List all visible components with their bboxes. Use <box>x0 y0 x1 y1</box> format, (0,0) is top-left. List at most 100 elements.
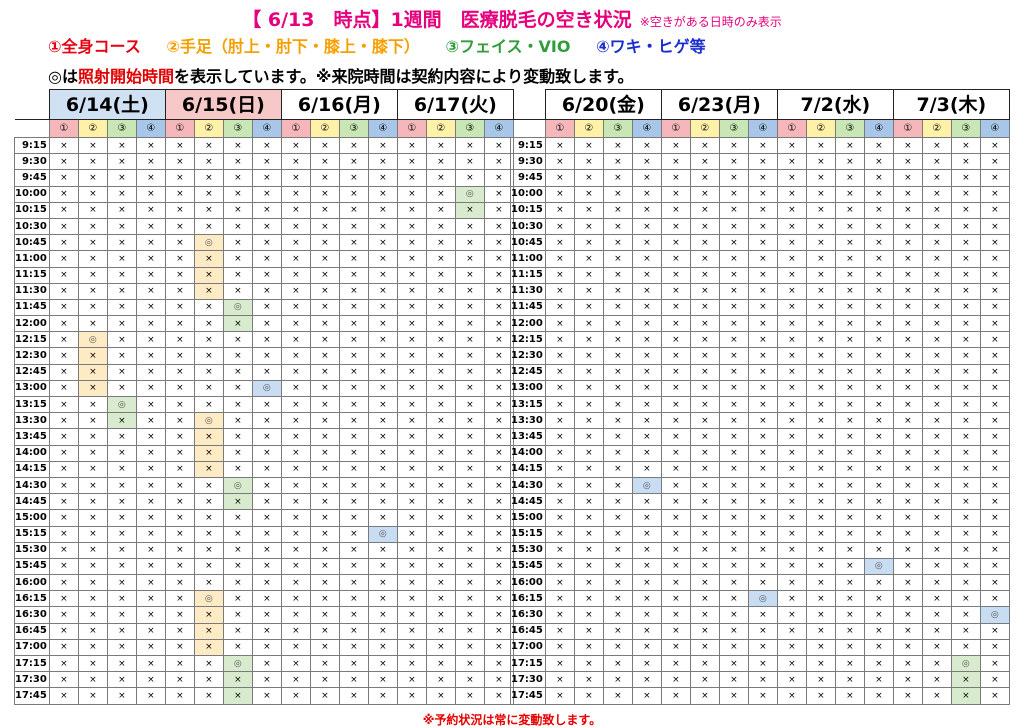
unavailable-slot: × <box>805 315 836 333</box>
unavailable-slot: × <box>280 412 311 430</box>
unavailable-slot: × <box>950 622 981 640</box>
available-slot[interactable]: ◎ <box>367 525 398 543</box>
unavailable-slot: × <box>892 234 923 252</box>
time-label: 10:15 <box>510 201 546 219</box>
available-slot[interactable]: ◎ <box>950 654 981 673</box>
unavailable-slot: × <box>979 687 1010 705</box>
unavailable-slot: × <box>631 574 662 592</box>
time-label: 12:45 <box>510 363 546 381</box>
unavailable-slot: × <box>106 687 137 705</box>
unavailable-slot: × <box>979 638 1010 657</box>
unavailable-slot: × <box>425 234 456 252</box>
unavailable-slot: × <box>309 412 340 430</box>
unavailable-slot: × <box>805 654 836 673</box>
unavailable-slot: × <box>863 282 894 300</box>
time-label: 11:15 <box>14 266 50 284</box>
time-row: 15:30 × × × × × × × × × × × × × × × × <box>14 541 514 559</box>
unavailable-slot: × <box>251 412 282 430</box>
unavailable-slot: × <box>367 379 398 398</box>
unavailable-slot: × <box>834 574 865 592</box>
time-label: 15:45 <box>510 557 546 576</box>
unavailable-slot: × <box>251 509 282 527</box>
unavailable-slot: × <box>454 234 485 252</box>
unavailable-slot: × <box>834 557 865 576</box>
unavailable-slot: × <box>309 315 340 333</box>
unavailable-slot: × <box>863 169 894 187</box>
unavailable-slot: × <box>251 557 282 576</box>
unavailable-slot: × <box>193 136 224 155</box>
unavailable-slot: × <box>367 574 398 592</box>
unavailable-slot: × <box>135 444 166 462</box>
time-row: 10:00 × × × × × × × × × × × × × × × × <box>510 185 1010 203</box>
unavailable-slot: × <box>747 606 778 624</box>
unavailable-slot: × <box>135 217 166 236</box>
available-slot[interactable]: ◎ <box>193 412 224 430</box>
available-slot[interactable]: ◎ <box>222 298 253 317</box>
unavailable-slot: × <box>425 622 456 640</box>
unavailable-slot: × <box>776 266 807 284</box>
available-slot[interactable]: ◎ <box>77 331 108 349</box>
unavailable-slot: × <box>222 428 253 446</box>
unavailable-slot: × <box>602 638 633 657</box>
unavailable-slot: × <box>483 638 514 657</box>
time-label: 13:15 <box>510 395 546 414</box>
unavailable-slot: × <box>309 169 340 187</box>
unavailable-slot: × <box>193 541 224 559</box>
unavailable-slot: × <box>631 201 662 219</box>
unavailable-slot: × <box>367 622 398 640</box>
course-header: ④ <box>483 119 514 138</box>
available-slot[interactable]: ◎ <box>454 185 485 203</box>
unavailable-slot: × <box>573 298 604 317</box>
unavailable-slot: × <box>135 687 166 705</box>
available-slot[interactable]: ◎ <box>747 590 778 608</box>
unavailable-slot: × <box>805 412 836 430</box>
unavailable-slot: × <box>979 590 1010 608</box>
unavailable-slot: × <box>979 185 1010 203</box>
unavailable-slot: × <box>222 541 253 559</box>
unavailable-slot: × <box>106 234 137 252</box>
available-slot[interactable]: ◎ <box>631 476 662 495</box>
unavailable-slot: × <box>164 460 195 478</box>
unavailable-slot: × <box>77 541 108 559</box>
unavailable-slot: × <box>135 298 166 317</box>
available-slot[interactable]: ◎ <box>222 476 253 495</box>
unavailable-slot: × <box>631 622 662 640</box>
unavailable-slot: × <box>718 395 749 414</box>
available-slot[interactable]: ◎ <box>106 395 137 414</box>
unavailable-slot: × <box>863 606 894 624</box>
unavailable-slot: × <box>718 606 749 624</box>
unavailable-slot: × <box>805 266 836 284</box>
unavailable-slot: × <box>77 444 108 462</box>
available-slot[interactable]: ◎ <box>193 234 224 252</box>
unavailable-slot: × <box>222 201 253 219</box>
unavailable-slot: × <box>222 153 253 171</box>
unavailable-slot: × <box>573 379 604 398</box>
unavailable-slot: × <box>834 622 865 640</box>
available-slot[interactable]: ◎ <box>251 379 282 398</box>
unavailable-slot: × <box>193 493 224 511</box>
available-slot[interactable]: ◎ <box>222 654 253 673</box>
unavailable-slot: × <box>689 266 720 284</box>
time-label: 17:45 <box>14 687 50 705</box>
unavailable-slot: × <box>863 541 894 559</box>
corner-cell <box>14 89 50 120</box>
time-label: 9:15 <box>510 136 546 155</box>
unavailable-slot: × <box>135 541 166 559</box>
unavailable-slot: × <box>135 331 166 349</box>
unavailable-slot: × <box>135 574 166 592</box>
unavailable-slot: × <box>48 395 79 414</box>
available-slot[interactable]: ◎ <box>979 606 1010 624</box>
unavailable-slot: × <box>602 185 633 203</box>
unavailable-slot: × <box>454 315 485 333</box>
unavailable-slot: × <box>921 153 952 171</box>
time-row: 12:15 × ◎ × × × × × × × × × × × × × × <box>14 331 514 349</box>
available-slot[interactable]: ◎ <box>193 590 224 608</box>
unavailable-slot: × <box>193 266 224 284</box>
time-row: 17:00 × × × × × × × × × × × × × × × × <box>14 638 514 657</box>
unavailable-slot: × <box>135 590 166 608</box>
unavailable-slot: × <box>921 266 952 284</box>
available-slot[interactable]: ◎ <box>863 557 894 576</box>
time-label: 9:45 <box>14 169 50 187</box>
unavailable-slot: × <box>979 493 1010 511</box>
unavailable-slot: × <box>483 315 514 333</box>
